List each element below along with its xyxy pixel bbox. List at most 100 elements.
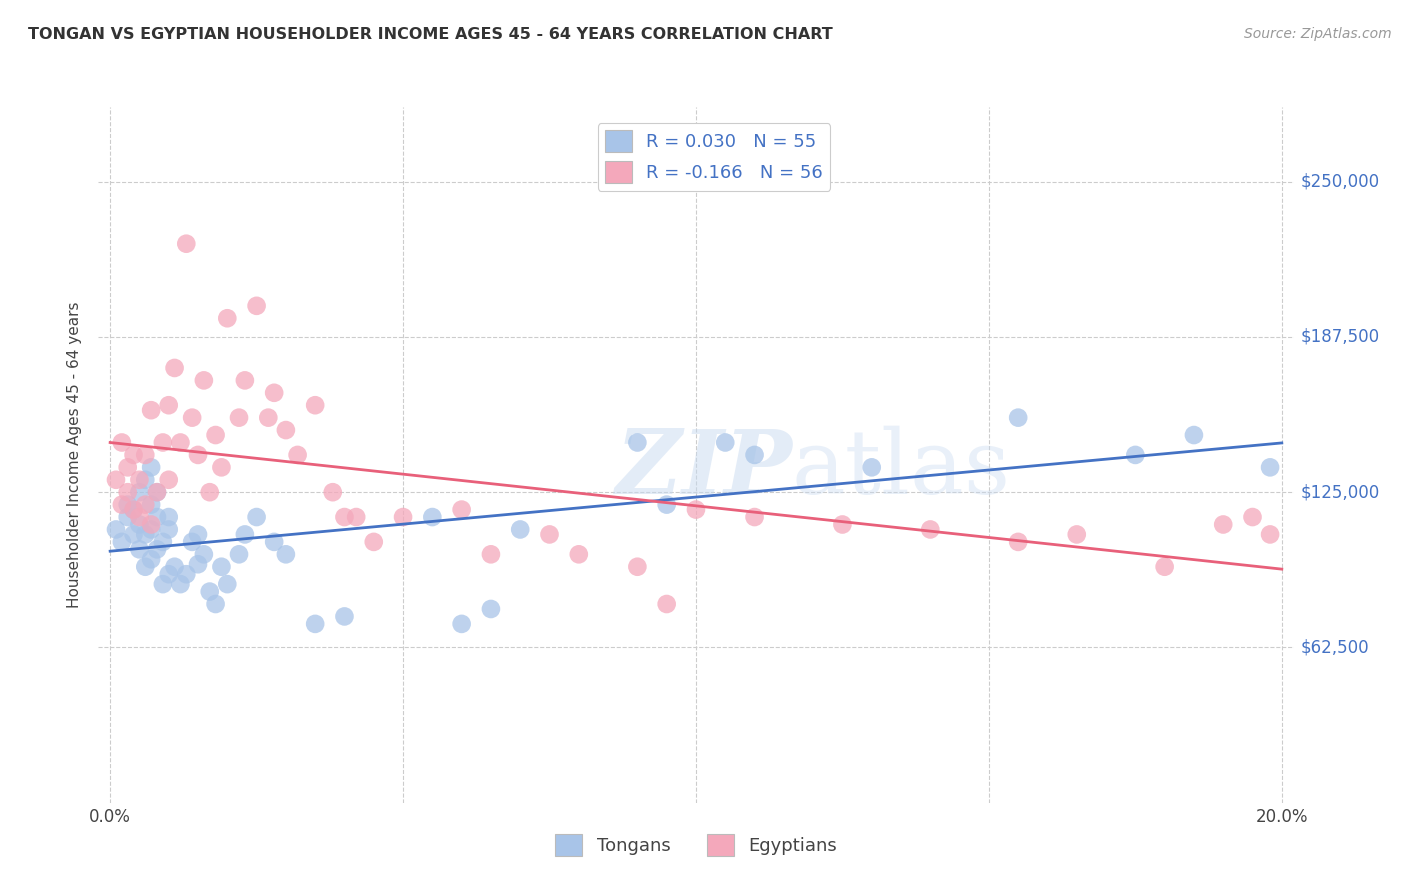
Point xyxy=(1007,410,1029,425)
Point xyxy=(204,428,226,442)
Point xyxy=(181,410,204,425)
Point xyxy=(228,547,250,561)
Point xyxy=(333,609,356,624)
Point xyxy=(117,460,139,475)
Point xyxy=(228,410,250,425)
Point xyxy=(363,535,385,549)
Point xyxy=(685,502,707,516)
Point xyxy=(111,498,134,512)
Point xyxy=(193,373,215,387)
Point xyxy=(169,577,191,591)
Point xyxy=(263,385,285,400)
Point xyxy=(157,473,180,487)
Point xyxy=(117,485,139,500)
Point xyxy=(105,473,128,487)
Point xyxy=(128,485,150,500)
Point xyxy=(128,517,150,532)
Point xyxy=(509,523,531,537)
Point xyxy=(233,373,256,387)
Point xyxy=(146,485,169,500)
Point xyxy=(174,567,197,582)
Point xyxy=(163,559,186,574)
Text: TONGAN VS EGYPTIAN HOUSEHOLDER INCOME AGES 45 - 64 YEARS CORRELATION CHART: TONGAN VS EGYPTIAN HOUSEHOLDER INCOME AG… xyxy=(28,27,832,42)
Point xyxy=(117,510,139,524)
Point xyxy=(134,473,156,487)
Text: $125,000: $125,000 xyxy=(1301,483,1379,501)
Point xyxy=(333,510,356,524)
Y-axis label: Householder Income Ages 45 - 64 years: Householder Income Ages 45 - 64 years xyxy=(67,301,83,608)
Point xyxy=(187,448,209,462)
Point xyxy=(157,398,180,412)
Point xyxy=(187,527,209,541)
Text: Source: ZipAtlas.com: Source: ZipAtlas.com xyxy=(1244,27,1392,41)
Point xyxy=(1182,428,1205,442)
Point xyxy=(626,559,648,574)
Point xyxy=(122,527,145,541)
Point xyxy=(1258,460,1281,475)
Point xyxy=(134,559,156,574)
Text: $62,500: $62,500 xyxy=(1301,639,1369,657)
Point xyxy=(146,485,169,500)
Point xyxy=(860,460,883,475)
Point xyxy=(304,398,326,412)
Legend: Tongans, Egyptians: Tongans, Egyptians xyxy=(548,827,844,863)
Point xyxy=(134,498,156,512)
Point xyxy=(146,510,169,524)
Point xyxy=(157,510,180,524)
Point xyxy=(274,547,297,561)
Point xyxy=(181,535,204,549)
Point xyxy=(1212,517,1234,532)
Point xyxy=(1066,527,1088,541)
Point xyxy=(450,616,472,631)
Point xyxy=(128,542,150,557)
Point xyxy=(655,597,678,611)
Point xyxy=(1153,559,1175,574)
Point xyxy=(538,527,561,541)
Point xyxy=(1258,527,1281,541)
Point xyxy=(714,435,737,450)
Point xyxy=(246,510,269,524)
Point xyxy=(450,502,472,516)
Point xyxy=(287,448,309,462)
Point xyxy=(141,552,163,566)
Point xyxy=(163,361,186,376)
Point xyxy=(655,498,678,512)
Point xyxy=(274,423,297,437)
Point xyxy=(211,460,233,475)
Point xyxy=(1241,510,1264,524)
Point xyxy=(111,535,134,549)
Point xyxy=(920,523,942,537)
Point xyxy=(744,448,766,462)
Point xyxy=(174,236,197,251)
Point xyxy=(122,448,145,462)
Text: ZIP: ZIP xyxy=(616,425,792,512)
Point xyxy=(187,558,209,572)
Point xyxy=(344,510,367,524)
Point xyxy=(128,510,150,524)
Point xyxy=(157,523,180,537)
Point xyxy=(246,299,269,313)
Point xyxy=(169,435,191,450)
Point xyxy=(217,311,239,326)
Point xyxy=(392,510,415,524)
Point xyxy=(479,547,502,561)
Point xyxy=(134,527,156,541)
Point xyxy=(157,567,180,582)
Point xyxy=(146,542,169,557)
Point xyxy=(744,510,766,524)
Point xyxy=(152,535,174,549)
Point xyxy=(105,523,128,537)
Point xyxy=(568,547,591,561)
Point xyxy=(141,523,163,537)
Point xyxy=(122,502,145,516)
Point xyxy=(122,502,145,516)
Point xyxy=(111,435,134,450)
Point xyxy=(233,527,256,541)
Point xyxy=(322,485,344,500)
Point xyxy=(257,410,280,425)
Point xyxy=(193,547,215,561)
Point xyxy=(420,510,443,524)
Text: $187,500: $187,500 xyxy=(1301,328,1379,346)
Point xyxy=(117,498,139,512)
Point xyxy=(198,485,221,500)
